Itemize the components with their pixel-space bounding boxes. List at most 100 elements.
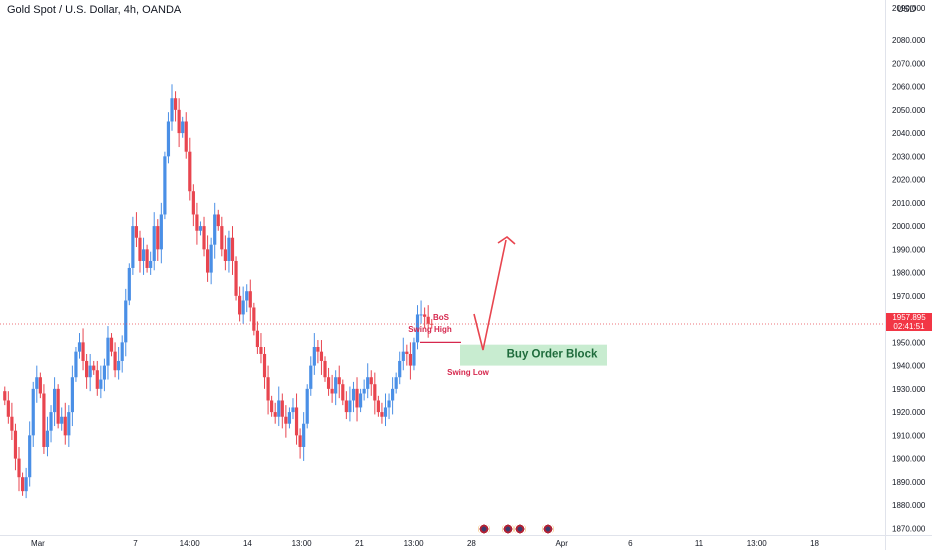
candle-body — [145, 249, 149, 268]
candle-body — [92, 365, 96, 371]
annotation-label: Swing Low — [447, 368, 490, 377]
x-tick-label: 13:00 — [747, 539, 768, 548]
candle-body — [337, 377, 341, 385]
x-tick-label: 6 — [628, 539, 633, 548]
y-tick-label: 2020.000 — [892, 176, 926, 185]
candle-body — [216, 214, 220, 227]
x-tick-label: 14 — [243, 539, 252, 548]
bar-countdown: 02:41:51 — [886, 322, 932, 331]
candle-body — [383, 407, 388, 417]
candle-body — [287, 412, 292, 424]
us-flag-icon[interactable] — [542, 524, 554, 534]
y-tick-label: 2060.000 — [892, 83, 926, 92]
candle-body — [401, 351, 405, 361]
candle-body — [13, 430, 18, 459]
candle-body — [163, 156, 167, 215]
candle-body — [319, 351, 324, 361]
candle-body — [52, 388, 57, 413]
candle-body — [35, 377, 39, 389]
candle-body — [358, 393, 363, 408]
candle-body — [280, 400, 284, 417]
x-tick-label: 21 — [355, 539, 364, 548]
candle-body — [316, 347, 320, 352]
candle-body — [188, 151, 192, 192]
us-flag-icon[interactable] — [478, 524, 490, 534]
candle-body — [394, 377, 398, 389]
candle-body — [106, 337, 110, 366]
y-tick-label-top: 2090.000 — [892, 4, 926, 13]
candle-body — [60, 416, 64, 424]
candle-body — [284, 416, 288, 424]
candle-body — [266, 377, 270, 401]
x-tick-label: 14:00 — [180, 539, 201, 548]
candle-body — [124, 300, 128, 343]
candle-body — [109, 337, 114, 352]
candle-body — [380, 412, 384, 417]
candle-body — [209, 244, 213, 273]
candle-body — [348, 400, 352, 413]
candle-body — [38, 377, 42, 394]
candle-body — [198, 226, 203, 231]
candle-body — [294, 407, 299, 436]
candle-body — [205, 249, 210, 273]
y-tick-label: 1920.000 — [892, 408, 926, 417]
us-flag-icon[interactable] — [502, 524, 514, 534]
candle-body — [102, 365, 107, 380]
candle-body — [391, 388, 395, 401]
candle-body — [67, 412, 71, 436]
candle-body — [234, 260, 238, 296]
candle-body — [245, 291, 249, 301]
y-tick-label: 2040.000 — [892, 129, 926, 138]
y-tick-label: 1940.000 — [892, 362, 926, 371]
currency-label[interactable]: USD — [895, 4, 919, 14]
candle-body — [220, 226, 224, 250]
candle-body — [17, 458, 21, 478]
x-tick-label: Apr — [555, 539, 568, 548]
candle-body — [366, 377, 370, 389]
candle-body — [270, 400, 274, 413]
y-tick-label: 2030.000 — [892, 152, 926, 161]
candle-body — [88, 365, 92, 378]
candle-body — [6, 400, 10, 417]
candle-body — [415, 314, 420, 343]
y-tick-label: 1890.000 — [892, 478, 926, 487]
candle-body — [81, 342, 85, 361]
candle-body — [302, 423, 306, 447]
y-tick-label: 1910.000 — [892, 431, 926, 440]
candle-body — [362, 388, 366, 394]
candle-body — [248, 291, 252, 308]
chart-title: Gold Spot / U.S. Dollar, 4h, OANDA — [7, 4, 182, 16]
candle-body — [412, 342, 416, 366]
candle-body — [309, 365, 313, 389]
candle-body — [63, 416, 67, 436]
candle-body — [166, 121, 171, 157]
candle-body — [127, 267, 131, 301]
candle-body — [262, 353, 267, 378]
annotation-label: Swing High — [408, 325, 452, 334]
candle-body — [355, 388, 359, 408]
candle-body — [255, 330, 260, 347]
candle-body — [134, 226, 139, 238]
candle-body — [273, 412, 277, 417]
candle-body — [426, 316, 430, 324]
candle-body — [191, 191, 195, 215]
us-flag-icon[interactable] — [514, 524, 526, 534]
candle-body — [376, 400, 380, 413]
candle-body — [202, 226, 206, 250]
x-tick-label: 13:00 — [292, 539, 313, 548]
candle-body — [170, 98, 174, 122]
candle-body — [31, 388, 35, 436]
candle-body — [344, 400, 348, 413]
x-tick-label: 13:00 — [404, 539, 425, 548]
candle-body — [113, 351, 117, 371]
candle-body — [95, 370, 99, 389]
candle-body — [419, 314, 423, 316]
y-tick-label: 1970.000 — [892, 292, 926, 301]
candle-body — [252, 307, 256, 331]
candle-body — [184, 121, 188, 152]
candle-body — [334, 377, 338, 394]
candle-body — [277, 400, 281, 417]
x-tick-label: 18 — [810, 539, 819, 548]
candle-body — [195, 214, 199, 231]
